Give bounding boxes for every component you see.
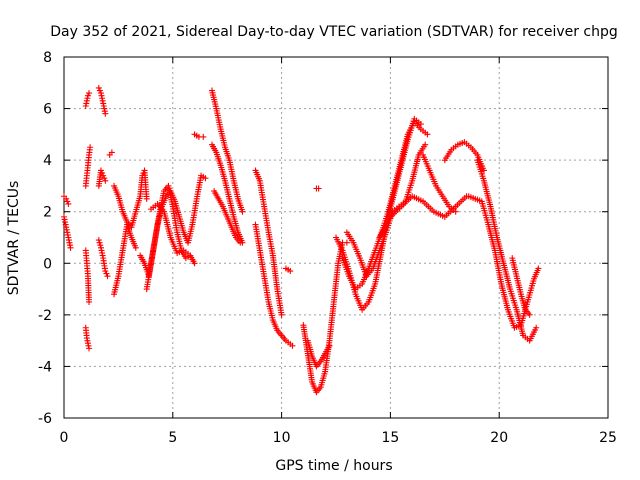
data-point-interp	[99, 170, 106, 177]
series-arc-x	[304, 337, 333, 370]
series-arc-ad	[420, 151, 459, 215]
data-point	[100, 172, 107, 179]
data-point	[326, 342, 333, 349]
data-point	[104, 273, 111, 280]
series-arc-ae	[441, 139, 487, 174]
data-point	[86, 298, 93, 305]
series-arc-u	[252, 221, 296, 349]
x-tick-label: 10	[273, 430, 291, 446]
series-arc-b	[61, 193, 72, 207]
data-point-interp	[96, 87, 103, 94]
data-point	[108, 149, 115, 156]
series-arc-aa	[339, 118, 431, 293]
x-tick-label: 5	[168, 430, 177, 446]
data-point	[86, 90, 93, 97]
data-point	[95, 84, 102, 91]
data-point	[102, 177, 109, 184]
series-arc-n	[143, 182, 194, 293]
series-arc-o	[148, 200, 198, 267]
data-point	[452, 208, 459, 215]
series-arc-l	[111, 221, 139, 298]
data-point	[343, 239, 350, 246]
data-point	[533, 324, 540, 331]
series-arc-i	[95, 237, 111, 280]
data-point-interp	[103, 270, 110, 277]
series-arc-d	[82, 144, 94, 189]
data-point	[65, 200, 72, 207]
series-arc-q	[208, 87, 246, 215]
data-point	[132, 244, 139, 251]
y-axis-ticks: -6 -4 -2 0 2 4 6 8	[38, 50, 608, 427]
data-point	[102, 268, 109, 275]
x-tick-label: 25	[599, 430, 617, 446]
data-point	[526, 311, 533, 318]
series-arc-ah	[509, 255, 533, 318]
data-point-interp	[64, 198, 71, 205]
x-tick-label: 15	[381, 430, 399, 446]
series-arc-y	[313, 185, 322, 192]
x-axis-label: GPS time / hours	[275, 458, 392, 474]
series-arc-a	[61, 213, 74, 251]
series-arc-t	[252, 167, 285, 318]
y-tick-label: 2	[43, 205, 52, 221]
y-tick-label: 0	[43, 256, 52, 272]
data-points	[61, 84, 542, 396]
data-point	[287, 268, 294, 275]
series-arc-z	[333, 115, 424, 313]
series-arc-r	[208, 141, 246, 246]
series-arc-ab	[343, 141, 429, 280]
series-arc-c	[82, 90, 93, 109]
data-point	[86, 345, 93, 352]
data-point	[202, 175, 209, 182]
data-point	[424, 131, 431, 138]
data-point	[143, 195, 150, 202]
x-tick-label: 0	[60, 430, 69, 446]
plot-frame	[63, 56, 609, 419]
data-point	[289, 342, 296, 349]
data-point	[97, 167, 104, 174]
series-arc-ag	[474, 157, 540, 344]
data-point-interp	[97, 242, 104, 249]
data-point	[535, 265, 542, 272]
series-arc-s	[211, 188, 244, 246]
data-point	[200, 133, 207, 140]
y-tick-label: 8	[43, 50, 52, 66]
y-tick-label: -4	[38, 359, 52, 375]
data-point	[102, 110, 109, 117]
series-arc-h	[95, 167, 109, 189]
series-arc-p	[191, 131, 207, 140]
x-axis-ticks: 0 5 10 15 20 25	[60, 57, 617, 446]
y-tick-label: 6	[43, 102, 52, 118]
data-point	[87, 144, 94, 151]
data-point	[278, 311, 285, 318]
data-point	[422, 141, 429, 148]
series-arc-e	[82, 324, 93, 352]
x-tick-label: 20	[490, 430, 508, 446]
data-point	[191, 260, 198, 267]
series-arc-v	[282, 265, 294, 275]
series-arc-k	[111, 167, 150, 231]
y-tick-label: 4	[43, 153, 52, 169]
data-point	[417, 121, 424, 128]
data-point-interp	[101, 175, 108, 182]
series-arc-j	[106, 149, 115, 158]
series-arc-f	[82, 247, 93, 305]
chart-title: Day 352 of 2021, Sidereal Day-to-day VTE…	[50, 24, 618, 40]
data-point	[239, 208, 246, 215]
y-axis-label: SDTVAR / TECUs	[6, 181, 22, 296]
data-point	[84, 92, 91, 99]
y-tick-label: -6	[38, 411, 52, 427]
series-arc-g	[95, 84, 109, 117]
data-point	[237, 239, 244, 246]
data-point	[480, 167, 487, 174]
grid-lines	[64, 57, 608, 418]
data-point	[67, 244, 74, 251]
data-point	[63, 195, 70, 202]
data-point	[315, 185, 322, 192]
data-point	[95, 237, 102, 244]
y-tick-label: -2	[38, 308, 52, 324]
data-point-interp	[96, 239, 103, 246]
